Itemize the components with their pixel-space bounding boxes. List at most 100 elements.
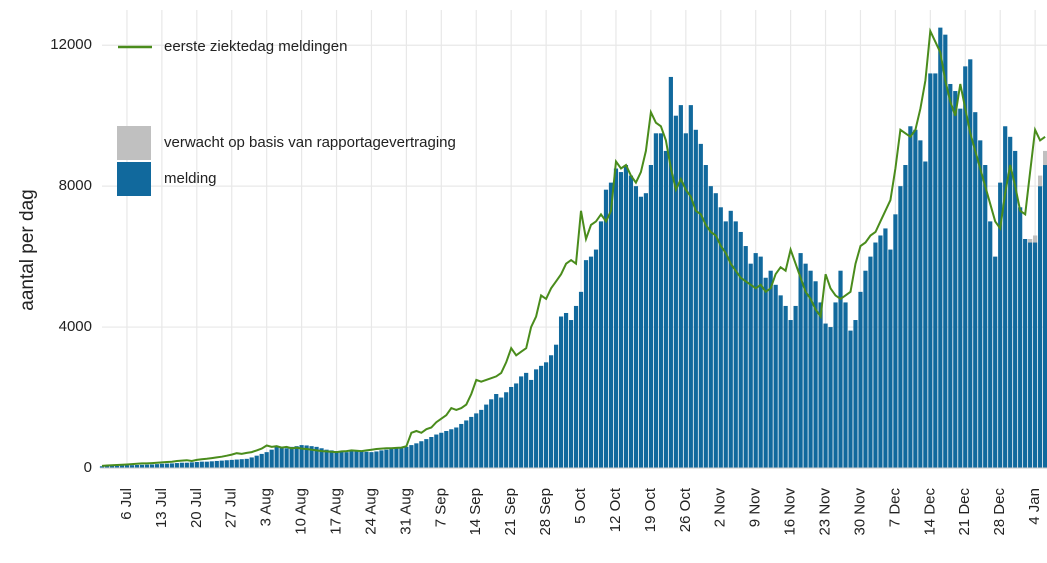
bar (479, 409, 484, 468)
bar (1033, 242, 1038, 468)
bar (993, 256, 998, 468)
bar (1013, 150, 1018, 468)
bar (568, 320, 574, 468)
bar (1038, 186, 1043, 468)
bar (104, 466, 110, 468)
bar (429, 436, 434, 468)
bar (628, 175, 634, 469)
y-axis-label: aantal per dag (17, 189, 38, 311)
bar (623, 165, 629, 468)
x-tick-label: 2 Nov (712, 488, 729, 528)
bar (254, 455, 259, 468)
bar (549, 355, 554, 468)
bar (529, 379, 534, 468)
bar (713, 193, 718, 468)
bar (693, 129, 698, 469)
bar (144, 464, 150, 468)
bar (968, 59, 973, 468)
x-tick-label: 28 Dec (991, 488, 1008, 536)
bar (359, 451, 364, 468)
bar (99, 466, 105, 468)
bar (638, 196, 644, 468)
legend-label: verwacht op basis van rapportagevertragi… (164, 134, 456, 151)
bar (678, 105, 683, 468)
x-tick-label: 10 Aug (293, 488, 310, 535)
bar (933, 73, 938, 469)
bar (204, 461, 209, 468)
y-tick-label: 8000 (59, 177, 92, 194)
bar (229, 459, 234, 468)
bar (209, 461, 214, 468)
x-tick-label: 20 Jul (188, 488, 205, 528)
bar (319, 448, 324, 468)
x-tick-label: 4 Jan (1026, 488, 1043, 525)
bar (613, 168, 619, 469)
bar (598, 221, 604, 468)
bar (558, 316, 564, 468)
bar (663, 150, 668, 468)
bar (129, 465, 135, 468)
bar (419, 441, 424, 468)
bar (184, 462, 189, 468)
bar (553, 344, 559, 468)
y-tick-label: 0 (84, 459, 92, 476)
bar (563, 312, 569, 468)
bar (843, 302, 848, 468)
bar (464, 420, 469, 468)
bar (918, 140, 923, 468)
bar (294, 446, 299, 468)
bar (239, 459, 244, 468)
x-tick-label: 30 Nov (851, 488, 868, 536)
bar (519, 376, 524, 468)
bar (124, 465, 130, 468)
bar (768, 270, 773, 468)
bar (1028, 242, 1033, 468)
bar (718, 207, 723, 469)
x-tick-label: 19 Oct (642, 487, 659, 532)
x-tick-label: 14 Dec (921, 488, 938, 536)
bar (723, 221, 728, 468)
bar (109, 465, 115, 468)
bar (469, 416, 474, 468)
bar (608, 182, 614, 468)
bar (459, 423, 464, 468)
bar (349, 451, 354, 468)
bar (958, 108, 963, 469)
bar (738, 231, 743, 468)
bar (743, 246, 748, 468)
bar (309, 446, 314, 468)
bar (509, 386, 514, 468)
bar (474, 413, 479, 468)
bar (279, 447, 284, 468)
bar (658, 133, 663, 469)
bar (134, 465, 140, 468)
bar (409, 445, 414, 468)
bar (798, 253, 803, 468)
bar (813, 281, 818, 468)
bar (1008, 136, 1013, 469)
bar (603, 189, 609, 468)
bar (773, 284, 778, 468)
bar (339, 451, 344, 468)
bar (913, 129, 918, 469)
bar (259, 453, 264, 468)
bar (179, 462, 184, 468)
x-tick-label: 5 Oct (572, 487, 589, 524)
bar (514, 383, 519, 468)
x-tick-label: 31 Aug (397, 488, 414, 535)
bar (539, 365, 544, 468)
x-tick-label: 9 Nov (747, 488, 764, 528)
bar (194, 462, 199, 468)
bar (114, 465, 120, 468)
bar (983, 165, 988, 468)
bar (643, 193, 649, 468)
bar (484, 404, 489, 468)
bar (399, 447, 404, 468)
bar (504, 392, 509, 468)
bar (494, 394, 499, 468)
bar (733, 221, 738, 468)
bar (573, 305, 579, 468)
bar (234, 459, 239, 468)
bar (264, 452, 269, 468)
